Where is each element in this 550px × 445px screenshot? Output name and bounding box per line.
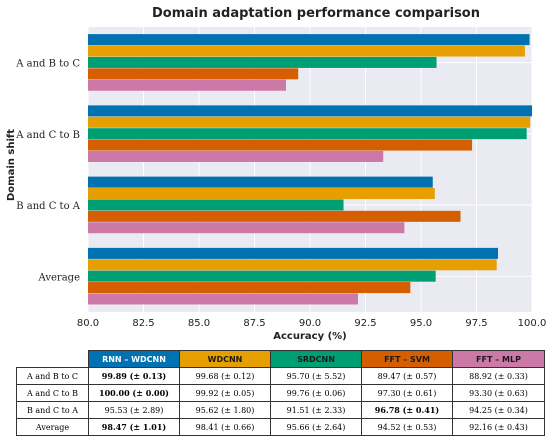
chart: 80.0 82.5 85.0 87.5 90.0 92.5 95.0 97.5 100.0 A …	[6, 6, 546, 342]
x-axis-label: Accuracy (%)	[273, 331, 346, 342]
results-table: RNN – WDCNN WDCNN SRDCNN FFT – SVM FFT – MLP…	[16, 350, 545, 436]
x-tick-label: 97.5	[465, 318, 487, 329]
table-cell: 98.47 (± 1.01)	[88, 418, 180, 436]
bar	[88, 259, 497, 271]
table-row-label: A and B to C	[16, 367, 89, 385]
bar	[88, 270, 436, 282]
table-cell: 94.52 (± 0.53)	[361, 418, 453, 436]
table-row-label: B and C to A	[16, 401, 89, 419]
x-tick-label: 80.0	[77, 318, 99, 329]
table-header-row: RNN – WDCNN WDCNN SRDCNN FFT – SVM FFT – MLP	[16, 350, 545, 368]
x-ticks: 80.0 82.5 85.0 87.5 90.0 92.5 95.0 97.5 100.0	[77, 318, 546, 329]
x-tick-label: 85.0	[188, 318, 210, 329]
table-cell: 89.47 (± 0.57)	[361, 367, 453, 385]
bar	[88, 150, 384, 162]
bar	[88, 56, 437, 68]
table-row: A and C to B 100.00 (± 0.00) 99.92 (± 0.05…	[16, 384, 545, 402]
bar	[88, 34, 530, 46]
table-cell: 92.16 (± 0.43)	[452, 418, 545, 436]
table-cell: 95.66 (± 2.64)	[270, 418, 362, 436]
table-row: A and B to C 99.89 (± 0.13) 99.68 (± 0.12)…	[16, 367, 545, 385]
bars	[88, 34, 532, 305]
bar	[88, 45, 525, 57]
bar	[88, 210, 461, 222]
table-cell: 99.92 (± 0.05)	[179, 384, 271, 402]
x-tick-label: 82.5	[132, 318, 154, 329]
bar	[88, 79, 287, 91]
table-row-label: A and C to B	[16, 384, 89, 402]
x-tick-label: 92.5	[354, 318, 376, 329]
bar	[88, 128, 527, 140]
table-cell: 95.62 (± 1.80)	[179, 401, 271, 419]
bar	[88, 105, 532, 117]
table-row: Average 98.47 (± 1.01) 98.41 (± 0.66) 95.66…	[16, 418, 545, 436]
bar	[88, 199, 344, 211]
table-cell: 88.92 (± 0.33)	[452, 367, 545, 385]
table-corner	[16, 350, 89, 368]
table-cell: 93.30 (± 0.63)	[452, 384, 545, 402]
y-categories: A and B to C A and C to B B and C to A Aver…	[15, 59, 81, 284]
table-header-cell: FFT – MLP	[452, 350, 545, 368]
bar	[88, 139, 473, 151]
table-row: B and C to A 95.53 (± 2.89) 95.62 (± 1.80)…	[16, 401, 545, 419]
table-cell: 99.76 (± 0.06)	[270, 384, 362, 402]
bar	[88, 293, 358, 305]
table-cell: 95.53 (± 2.89)	[88, 401, 180, 419]
table-cell: 95.70 (± 5.52)	[270, 367, 362, 385]
table-cell: 98.41 (± 0.66)	[179, 418, 271, 436]
table-header-cell: FFT – SVM	[361, 350, 453, 368]
table-cell: 91.51 (± 2.33)	[270, 401, 362, 419]
bar	[88, 68, 299, 80]
y-category-label: A and B to C	[15, 59, 80, 70]
y-axis-label: Domain shift	[6, 129, 17, 201]
table-cell: 99.89 (± 0.13)	[88, 367, 180, 385]
bar	[88, 176, 433, 188]
x-tick-label: 100.0	[518, 318, 547, 329]
y-category-label: Average	[38, 272, 81, 283]
table-row-label: Average	[16, 418, 89, 436]
table-header-cell: SRDCNN	[270, 350, 362, 368]
table-cell: 96.78 (± 0.41)	[361, 401, 453, 419]
bar	[88, 282, 411, 294]
bar	[88, 188, 435, 200]
y-category-label: B and C to A	[16, 201, 81, 212]
x-tick-label: 90.0	[299, 318, 321, 329]
table-cell: 97.30 (± 0.61)	[361, 384, 453, 402]
table-cell: 94.25 (± 0.34)	[452, 401, 545, 419]
x-tick-label: 95.0	[410, 318, 432, 329]
x-tick-label: 87.5	[243, 318, 265, 329]
table-cell: 99.68 (± 0.12)	[179, 367, 271, 385]
bar	[88, 222, 405, 234]
table-header-cell: RNN – WDCNN	[88, 350, 180, 368]
table-cell: 100.00 (± 0.00)	[88, 384, 180, 402]
y-category-label: A and C to B	[15, 130, 80, 141]
bar	[88, 116, 531, 128]
table-body: A and B to C 99.89 (± 0.13) 99.68 (± 0.12)…	[16, 367, 545, 436]
chart-title: Domain adaptation performance comparison	[152, 6, 480, 21]
bar	[88, 247, 499, 259]
table-header-cell: WDCNN	[179, 350, 271, 368]
